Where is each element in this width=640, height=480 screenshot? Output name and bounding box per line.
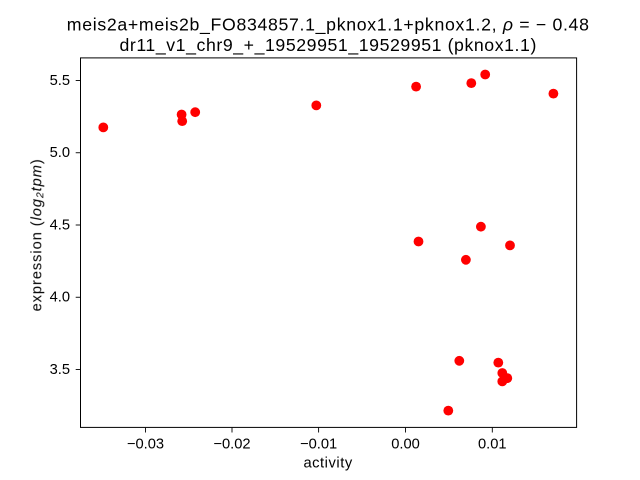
svg-text:5.5: 5.5 <box>50 73 70 89</box>
svg-text:meis2a+meis2b_FO834857.1_pknox: meis2a+meis2b_FO834857.1_pknox1.1+pknox1… <box>67 14 590 35</box>
svg-text:4.5: 4.5 <box>50 217 70 233</box>
svg-text:3.5: 3.5 <box>50 362 70 378</box>
svg-text:dr11_v1_chr9_+_19529951_195299: dr11_v1_chr9_+_19529951_19529951 (pknox1… <box>119 35 537 56</box>
svg-text:activity: activity <box>303 456 352 472</box>
svg-text:−0.02: −0.02 <box>213 437 250 453</box>
svg-text:0.00: 0.00 <box>391 437 420 453</box>
svg-text:5.0: 5.0 <box>50 145 70 161</box>
svg-text:4.0: 4.0 <box>50 290 70 306</box>
svg-text:−0.03: −0.03 <box>127 437 164 453</box>
svg-text:0.01: 0.01 <box>478 437 507 453</box>
svg-text:expression (log2tpm): expression (log2tpm) <box>29 158 46 311</box>
svg-text:−0.01: −0.01 <box>300 437 337 453</box>
